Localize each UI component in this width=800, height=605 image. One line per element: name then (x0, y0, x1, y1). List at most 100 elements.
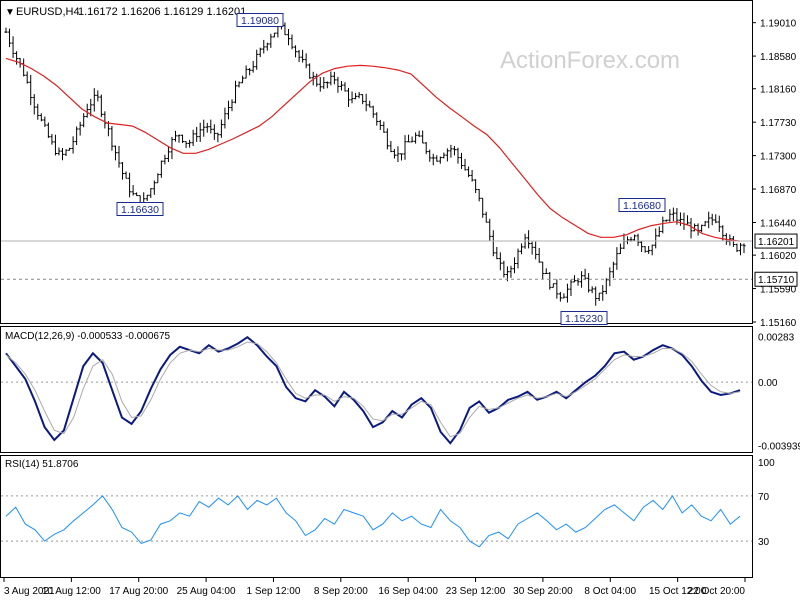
price-bar (604, 278, 608, 295)
price-bar (368, 100, 372, 108)
rsi-title: RSI(14) 51.8706 (5, 459, 79, 470)
price-bar (484, 211, 488, 223)
price-bar (509, 265, 513, 278)
price-axis-label: 1.16870 (760, 185, 797, 196)
price-bar (498, 252, 502, 271)
price-bar (272, 32, 276, 38)
price-bar (463, 158, 467, 171)
price-bar (579, 271, 584, 288)
rsi-line (5, 494, 741, 548)
price-bar (318, 77, 322, 92)
price-bar (29, 74, 33, 106)
rsi-axis-label: 100 (758, 458, 775, 469)
price-bar (597, 292, 601, 302)
price-bar (421, 130, 425, 144)
price-bar (50, 133, 54, 145)
macd-axis-label: 0.00 (758, 378, 778, 389)
price-bar (4, 27, 8, 33)
header-arrow-icon: ▼ (5, 7, 15, 18)
price-bar (325, 81, 329, 89)
price-bar (113, 145, 118, 161)
price-bar (643, 246, 647, 253)
price-bar (92, 88, 96, 112)
price-bar (159, 160, 163, 178)
price-bar (209, 119, 213, 134)
price-bar (565, 283, 570, 303)
price-bar (692, 223, 697, 232)
price-bar (389, 141, 393, 153)
price-bar (46, 122, 50, 138)
price-bar (537, 247, 541, 263)
price-bar (233, 80, 238, 104)
macd-line (5, 335, 741, 445)
price-bar (417, 130, 421, 138)
price-bar (226, 100, 231, 120)
price-bar (519, 243, 524, 255)
price-bar (527, 230, 531, 249)
price-bar (587, 273, 591, 293)
price-bar (248, 68, 252, 76)
price-bar (470, 170, 474, 182)
price-bar (474, 179, 478, 194)
price-bar (329, 71, 333, 86)
price-bar (689, 217, 693, 239)
price-bar (223, 107, 227, 129)
price-bar (650, 244, 654, 256)
price-bar (647, 246, 651, 254)
price-bar (406, 134, 411, 143)
price-bar (36, 103, 40, 120)
price-bar (332, 71, 336, 85)
price-callout: 1.16630 (116, 202, 164, 216)
price-bar (414, 132, 418, 144)
time-axis-label: 8 Sep 20:00 (314, 586, 368, 597)
price-bar (152, 180, 156, 195)
time-axis-label: 22 Oct 20:00 (688, 586, 746, 597)
price-bar (548, 271, 552, 290)
price-bar (53, 134, 58, 156)
price-bar (403, 135, 407, 160)
price-bar (615, 247, 619, 270)
price-bar (516, 248, 520, 269)
callout-label: 1.15230 (565, 313, 603, 325)
price-bar (707, 211, 711, 229)
price-bar (315, 73, 319, 87)
price-bar (258, 47, 262, 58)
price-bar (431, 153, 435, 166)
price-axis-label: 1.15590 (760, 285, 797, 296)
price-bar (131, 185, 135, 196)
price-bar (590, 286, 594, 294)
price-bar (7, 28, 12, 48)
macd-signal-line (5, 341, 741, 438)
time-axis-label: 30 Sep 20:00 (513, 586, 573, 597)
price-bar (149, 188, 153, 199)
price-bar (488, 218, 492, 241)
price-bar (636, 233, 640, 247)
price-bar (67, 147, 72, 151)
time-axis-label: 1 Sep 12:00 (246, 586, 300, 597)
price-bar (742, 243, 746, 254)
price-bar (601, 285, 605, 301)
price-bar (350, 91, 354, 104)
price-bar (442, 152, 446, 159)
macd-axis-label: 0.00283 (758, 333, 795, 344)
price-bar (343, 82, 347, 92)
price-bar (255, 49, 259, 70)
price-axis-label: 1.19010 (760, 19, 797, 30)
price-bar (449, 144, 453, 158)
price-bar (301, 49, 305, 63)
price-bar (353, 92, 358, 100)
rsi-layer (1, 494, 752, 548)
price-bar (385, 128, 389, 150)
price-bar (618, 243, 623, 255)
price-bar (657, 226, 661, 237)
rsi-panel-frame (0, 455, 753, 578)
price-bar (188, 139, 192, 148)
price-bar (85, 103, 89, 118)
price-bar (339, 81, 344, 91)
price-bar (466, 166, 471, 178)
price-bar (202, 119, 206, 137)
price-bar (216, 132, 220, 143)
price-bar (371, 105, 375, 118)
price-callout: 1.15230 (560, 311, 608, 325)
